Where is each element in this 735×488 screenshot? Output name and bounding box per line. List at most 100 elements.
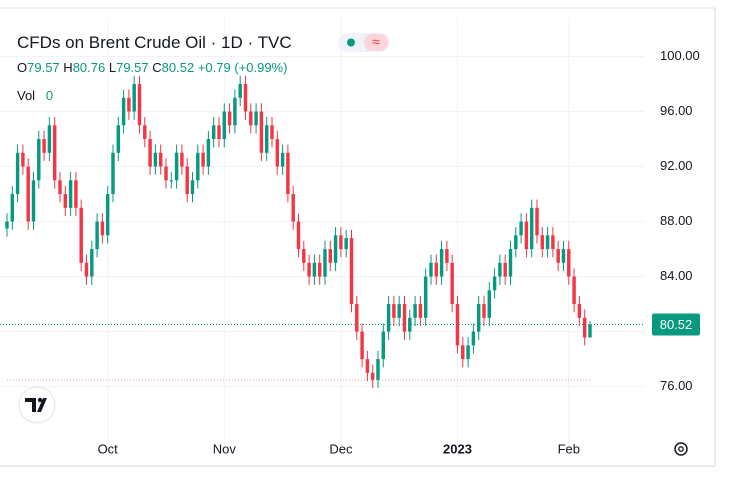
candle-body (514, 235, 518, 250)
candle-body (535, 207, 539, 236)
candle-body (116, 125, 121, 153)
candle-body (100, 221, 105, 236)
candle-body (439, 249, 444, 277)
candle-body (339, 235, 343, 250)
candle-body (153, 152, 158, 167)
candle-body (174, 152, 179, 181)
candle-body (169, 180, 174, 182)
candle-body (270, 125, 274, 140)
candle-body (323, 249, 327, 277)
candle-body (180, 152, 184, 167)
candle-body (211, 125, 216, 140)
candle-body (577, 304, 582, 318)
candle-body (238, 84, 242, 98)
candle-body (148, 139, 152, 167)
candle-body (286, 152, 290, 195)
x-tick-label: Oct (98, 441, 119, 456)
candle-body (551, 235, 555, 250)
candle-body (84, 262, 89, 277)
candle-body (190, 180, 195, 195)
candle-body (79, 207, 83, 263)
candle-body (132, 84, 136, 112)
last-price-box (652, 313, 700, 336)
candle-body (461, 345, 465, 360)
candle-body (455, 304, 460, 346)
candle-body (556, 249, 560, 263)
candle-body (158, 152, 163, 167)
candle-body (280, 152, 285, 167)
candle-body (233, 97, 237, 126)
settings-gear[interactable] (674, 442, 688, 456)
candle-body (26, 166, 30, 222)
legend-label: O (17, 60, 28, 75)
candle-body (397, 304, 401, 318)
candle-body (402, 304, 407, 332)
candle-body (302, 249, 306, 263)
candle-body (529, 207, 534, 250)
candle-body (63, 194, 68, 208)
candle-body (249, 111, 253, 126)
legend-value: 80.76 (72, 60, 106, 75)
ohlc-legend: O79.57 H80.76 L79.57 C80.52 +0.79 (+0.99… (17, 60, 287, 75)
status-pill[interactable]: ≈ (338, 33, 390, 52)
candle-body (503, 262, 507, 277)
candle-body (445, 249, 449, 263)
svg-text:≈: ≈ (372, 34, 380, 50)
candle-body (498, 262, 502, 277)
candle-body (312, 262, 317, 277)
candle-body (10, 194, 15, 222)
candle-body (545, 235, 550, 250)
candle-body (482, 304, 486, 318)
candle-body (227, 111, 232, 126)
legend-label: H (63, 60, 73, 75)
candle-body (524, 221, 529, 250)
candle-body (74, 180, 78, 208)
y-tick-label: 84.00 (660, 268, 693, 283)
candle-body (418, 304, 423, 318)
candle-body (360, 331, 364, 360)
candle-body (5, 221, 9, 229)
x-tick-label: Feb (558, 441, 580, 456)
candle-body (476, 304, 481, 332)
candle-body (15, 152, 20, 195)
candle-body (386, 304, 391, 332)
x-tick-label: 2023 (443, 441, 472, 456)
tv-logo[interactable] (18, 386, 56, 424)
candle-body (567, 249, 571, 277)
candle-body (127, 97, 131, 112)
chart-title: CFDs on Brent Crude Oil · 1D · TVC (17, 33, 292, 52)
legend-value: 79.57 (116, 60, 149, 75)
legend-value: 79.57 (27, 60, 60, 75)
candle-body (408, 317, 412, 332)
candle-body (58, 180, 62, 195)
x-tick-label: Dec (329, 441, 353, 456)
candle-body (206, 139, 211, 167)
candle-body (121, 97, 126, 126)
candle-body (254, 111, 258, 126)
candle-body (185, 166, 189, 195)
candle-body (259, 111, 264, 153)
legend-label: C (152, 60, 162, 75)
candle-body (487, 290, 492, 318)
candle-body (349, 238, 354, 305)
candle-body (42, 139, 46, 153)
candle-body (450, 262, 454, 305)
candle-body (296, 221, 301, 250)
candle-body (37, 139, 41, 181)
candle-body (275, 139, 280, 167)
candle-body (196, 152, 200, 181)
candle-body (582, 317, 587, 338)
candle-body (333, 235, 338, 263)
candle-body (561, 249, 566, 263)
y-tick-label: 96.00 (660, 103, 693, 118)
candle-body (370, 372, 375, 380)
candle-body (47, 125, 52, 153)
candle-body (466, 345, 470, 360)
candle-body (217, 125, 221, 140)
y-tick-label: 88.00 (660, 213, 693, 228)
candle-body (429, 262, 433, 277)
legend-label: L (108, 60, 117, 75)
candle-body (164, 166, 168, 181)
candle-body (90, 249, 94, 277)
last-price-label: 80.52 (660, 317, 693, 332)
